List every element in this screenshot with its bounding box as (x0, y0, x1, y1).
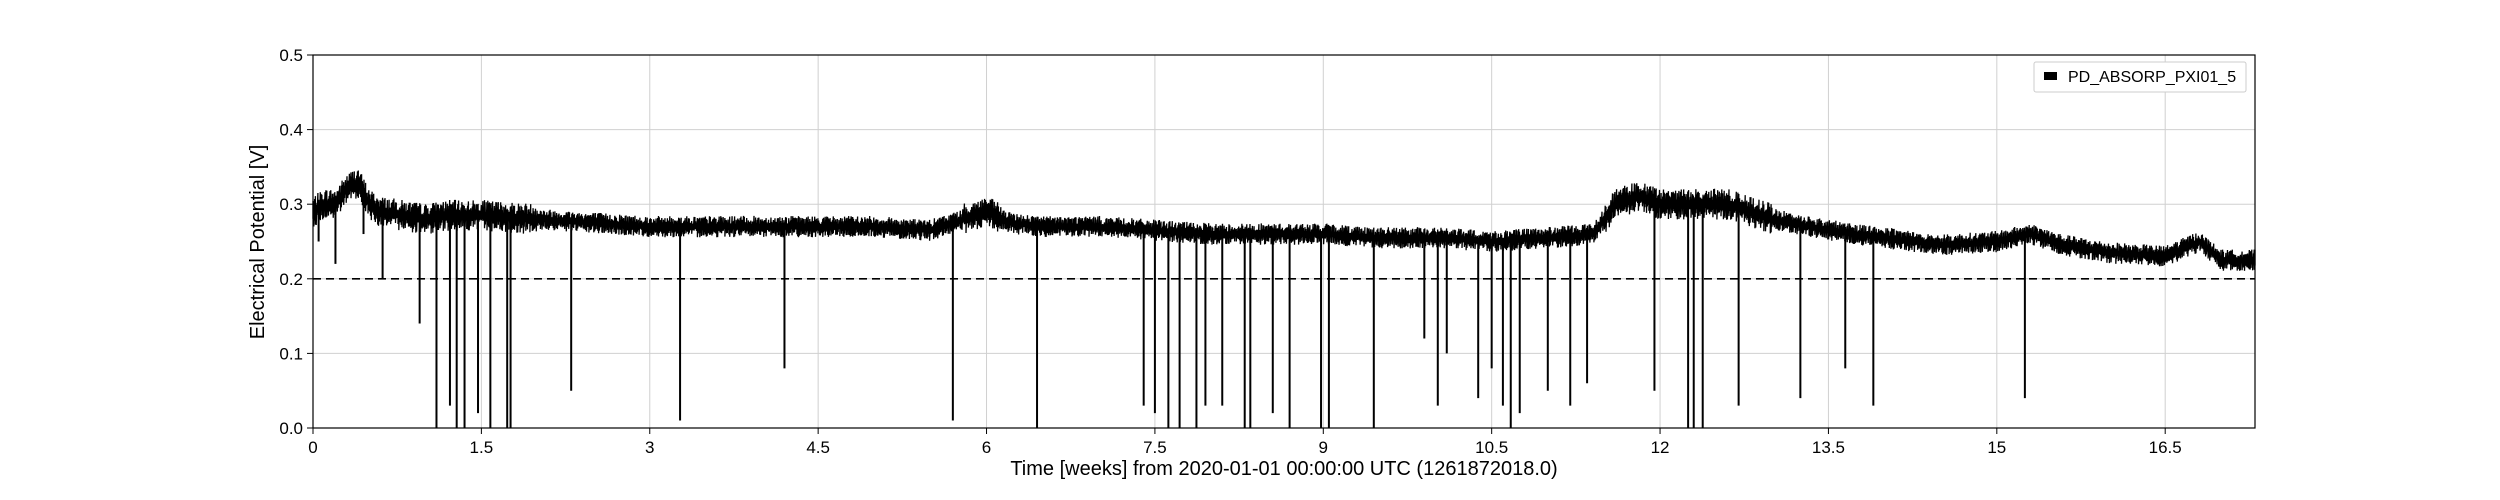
plot-frame (312, 54, 2256, 429)
x-tick-label: 10.5 (1475, 438, 1508, 457)
x-tick-label: 1.5 (470, 438, 494, 457)
x-tick-label: 3 (645, 438, 654, 457)
y-tick-label: 0.2 (279, 270, 303, 289)
x-tick-label: 9 (1319, 438, 1328, 457)
legend-box (2033, 61, 2247, 93)
x-tick-label: 13.5 (1812, 438, 1845, 457)
x-axis-label: Time [weeks] from 2020-01-01 00:00:00 UT… (1010, 458, 1557, 480)
x-tick-label: 15 (1987, 438, 2006, 457)
x-tick-label: 0 (308, 438, 317, 457)
x-tick-label: 4.5 (806, 438, 830, 457)
y-tick-label: 0.5 (279, 46, 303, 65)
y-tick-label: 0.1 (279, 344, 303, 363)
y-axis-ticks: 0.0 0.1 0.2 0.3 0.4 0.5 (279, 46, 313, 438)
y-tick-label: 0.4 (279, 121, 303, 140)
y-tick-label: 0.0 (279, 419, 303, 438)
legend: PD_ABSORP_PXI01_5 (2033, 61, 2247, 93)
legend-swatch (2044, 72, 2057, 80)
legend-label: PD_ABSORP_PXI01_5 (2068, 69, 2236, 86)
x-tick-label: 6 (982, 438, 991, 457)
x-tick-label: 16.5 (2149, 438, 2182, 457)
x-axis-ticks: 0 1.5 3 4.5 6 7.5 9 10.5 12 13.5 15 16.5 (308, 428, 2182, 457)
series-line (312, 170, 2256, 271)
y-axis-label: Electrical Potential [V] (247, 145, 269, 340)
x-tick-label: 7.5 (1143, 438, 1167, 457)
x-tick-label: 12 (1651, 438, 1670, 457)
y-tick-label: 0.3 (279, 195, 303, 214)
series-layer (312, 170, 2256, 428)
